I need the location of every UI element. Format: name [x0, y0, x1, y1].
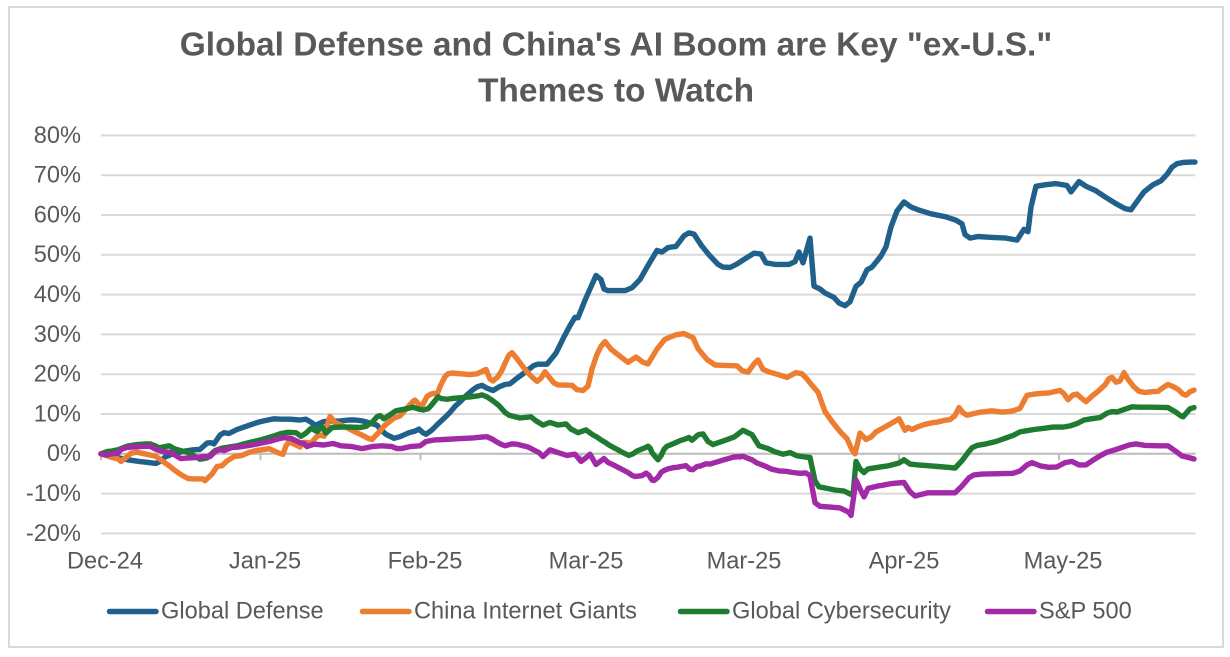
svg-text:20%: 20% — [34, 362, 81, 388]
svg-text:Feb-25: Feb-25 — [388, 548, 463, 574]
svg-text:Apr-25: Apr-25 — [869, 548, 940, 574]
svg-text:S&P 500: S&P 500 — [1039, 599, 1132, 625]
svg-text:Global Defense and China's AI: Global Defense and China's AI Boom are K… — [180, 27, 1053, 64]
svg-text:China Internet Giants: China Internet Giants — [414, 599, 637, 625]
svg-text:60%: 60% — [34, 202, 81, 228]
svg-text:10%: 10% — [34, 401, 81, 427]
svg-text:Mar-25: Mar-25 — [549, 548, 624, 574]
svg-text:50%: 50% — [34, 242, 81, 268]
svg-text:0%: 0% — [47, 441, 81, 467]
svg-text:Jan-25: Jan-25 — [229, 548, 301, 574]
svg-text:Dec-24: Dec-24 — [67, 548, 143, 574]
svg-text:-10%: -10% — [26, 481, 81, 507]
svg-text:Global Defense: Global Defense — [161, 599, 324, 625]
svg-text:40%: 40% — [34, 282, 81, 308]
svg-text:80%: 80% — [34, 123, 81, 149]
svg-text:-20%: -20% — [26, 521, 81, 547]
svg-text:May-25: May-25 — [1024, 548, 1103, 574]
svg-text:Global Cybersecurity: Global Cybersecurity — [732, 599, 951, 625]
svg-text:Themes to Watch: Themes to Watch — [478, 73, 754, 110]
svg-text:70%: 70% — [34, 163, 81, 189]
svg-text:30%: 30% — [34, 322, 81, 348]
svg-text:Mar-25: Mar-25 — [707, 548, 782, 574]
